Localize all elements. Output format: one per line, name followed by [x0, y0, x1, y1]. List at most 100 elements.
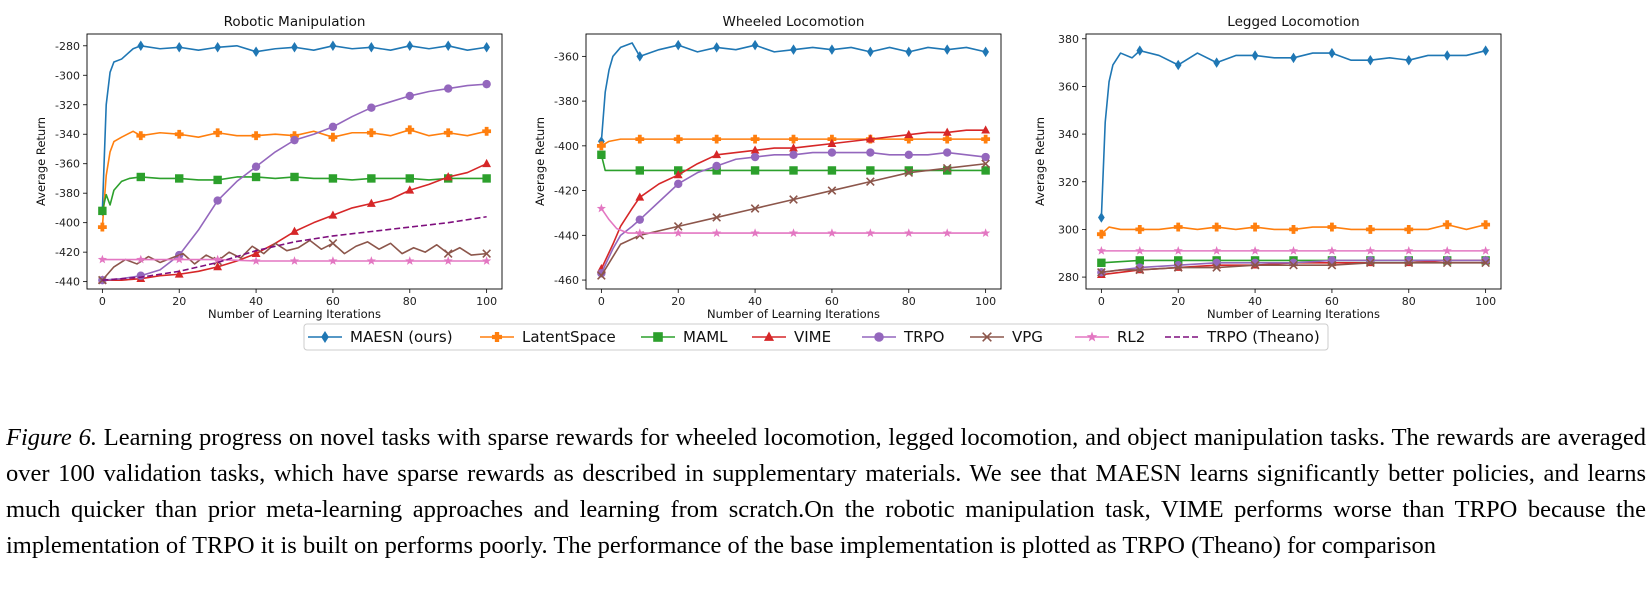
data-point: [1289, 225, 1298, 234]
data-point: [713, 42, 721, 53]
data-point: [751, 39, 759, 51]
data-point: [1173, 222, 1183, 232]
series-line-vpg: [1101, 261, 1486, 274]
data-point: [673, 134, 683, 144]
y-tick-label: -400: [55, 217, 80, 230]
data-point: [942, 134, 952, 144]
data-point: [712, 161, 721, 171]
data-point: [981, 152, 990, 162]
data-point: [289, 256, 300, 265]
data-point: [904, 168, 914, 178]
data-point: [750, 228, 760, 237]
y-tick-label: -340: [55, 128, 80, 141]
data-point: [174, 269, 184, 278]
x-tick-label: 40: [748, 295, 762, 308]
plot-frame: [86, 33, 503, 290]
y-axis-label: Average Return: [533, 117, 547, 206]
data-point: [482, 256, 492, 265]
y-tick-label: 360: [1058, 80, 1079, 93]
data-point: [904, 228, 914, 237]
data-point: [981, 228, 991, 237]
series-vpg: [597, 159, 990, 280]
data-point: [942, 163, 952, 173]
data-point: [1174, 59, 1182, 71]
data-point: [1327, 222, 1337, 232]
series-latentspace: [97, 125, 492, 232]
data-point: [405, 185, 415, 194]
data-point: [443, 256, 453, 265]
legend-label: TRPO: [903, 328, 944, 346]
data-point: [1135, 265, 1145, 275]
data-point: [366, 256, 376, 265]
x-axis-label: Number of Learning Iterations: [707, 307, 880, 321]
data-point: [1327, 260, 1337, 270]
data-point: [1212, 222, 1222, 232]
data-point: [597, 271, 606, 280]
data-point: [1136, 45, 1144, 56]
data-point: [789, 143, 798, 152]
data-point: [213, 262, 223, 271]
data-point: [673, 170, 683, 179]
y-tick-label: -360: [554, 50, 579, 63]
data-point: [712, 134, 722, 144]
plot-frame: [1085, 33, 1502, 290]
x-tick-label: 20: [172, 295, 186, 308]
caption-text: Learning progress on novel tasks with sp…: [6, 424, 1646, 559]
data-point: [290, 226, 299, 235]
y-tick-label: -300: [55, 69, 80, 82]
x-tick-label: 60: [1325, 295, 1339, 308]
y-tick-label: -380: [554, 95, 579, 108]
data-point: [213, 196, 222, 205]
data-point: [674, 179, 683, 189]
data-point: [1250, 260, 1260, 270]
data-point: [444, 84, 453, 93]
y-tick-label: -380: [55, 187, 80, 200]
legend-marker: [763, 331, 775, 341]
x-tick-label: 20: [671, 295, 685, 308]
data-point: [406, 40, 414, 52]
series-trpo-theano: [102, 215, 487, 281]
data-point: [482, 249, 491, 258]
data-point: [943, 148, 952, 157]
data-point: [712, 228, 722, 237]
data-point: [290, 172, 299, 182]
data-point: [443, 249, 453, 258]
data-point: [1250, 246, 1260, 255]
data-point: [328, 210, 338, 219]
data-point: [827, 228, 837, 237]
data-point: [328, 238, 338, 248]
data-point: [213, 254, 223, 264]
chart-panel-wheeled-locomotion: Wheeled Locomotion 0 20 40 60 80 100 -460 -440 -4…: [533, 14, 1002, 321]
data-point: [1174, 256, 1183, 265]
data-point: [1212, 246, 1222, 255]
data-point: [367, 103, 376, 112]
figure-caption: Figure 6. Learning progress on novel tas…: [6, 420, 1646, 564]
data-point: [1096, 229, 1106, 239]
y-tick-label: 340: [1058, 128, 1079, 141]
data-point: [483, 42, 490, 53]
x-tick-label: 60: [825, 295, 839, 308]
series-latentspace: [596, 134, 991, 151]
legend-label: VIME: [794, 328, 831, 346]
x-tick-label: 0: [598, 295, 605, 308]
data-point: [1404, 225, 1414, 234]
y-axis-label: Average Return: [1033, 117, 1047, 206]
data-point: [1097, 267, 1106, 277]
data-point: [405, 174, 414, 183]
y-tick-label: -460: [554, 274, 579, 287]
legend-item-vpg: VPG: [970, 328, 1043, 346]
data-point: [405, 256, 415, 265]
data-point: [597, 150, 606, 159]
data-point: [443, 172, 453, 181]
data-point: [1135, 256, 1144, 265]
data-point: [290, 135, 299, 145]
data-point: [942, 228, 952, 237]
data-point: [943, 166, 952, 175]
series-maml: [98, 172, 491, 216]
series-line-vime: [600, 129, 986, 270]
y-tick-label: -440: [55, 276, 80, 289]
data-point: [750, 145, 760, 154]
data-point: [750, 166, 760, 175]
data-point: [904, 166, 913, 175]
legend-item-latentspace: LatentSpace: [480, 328, 616, 346]
